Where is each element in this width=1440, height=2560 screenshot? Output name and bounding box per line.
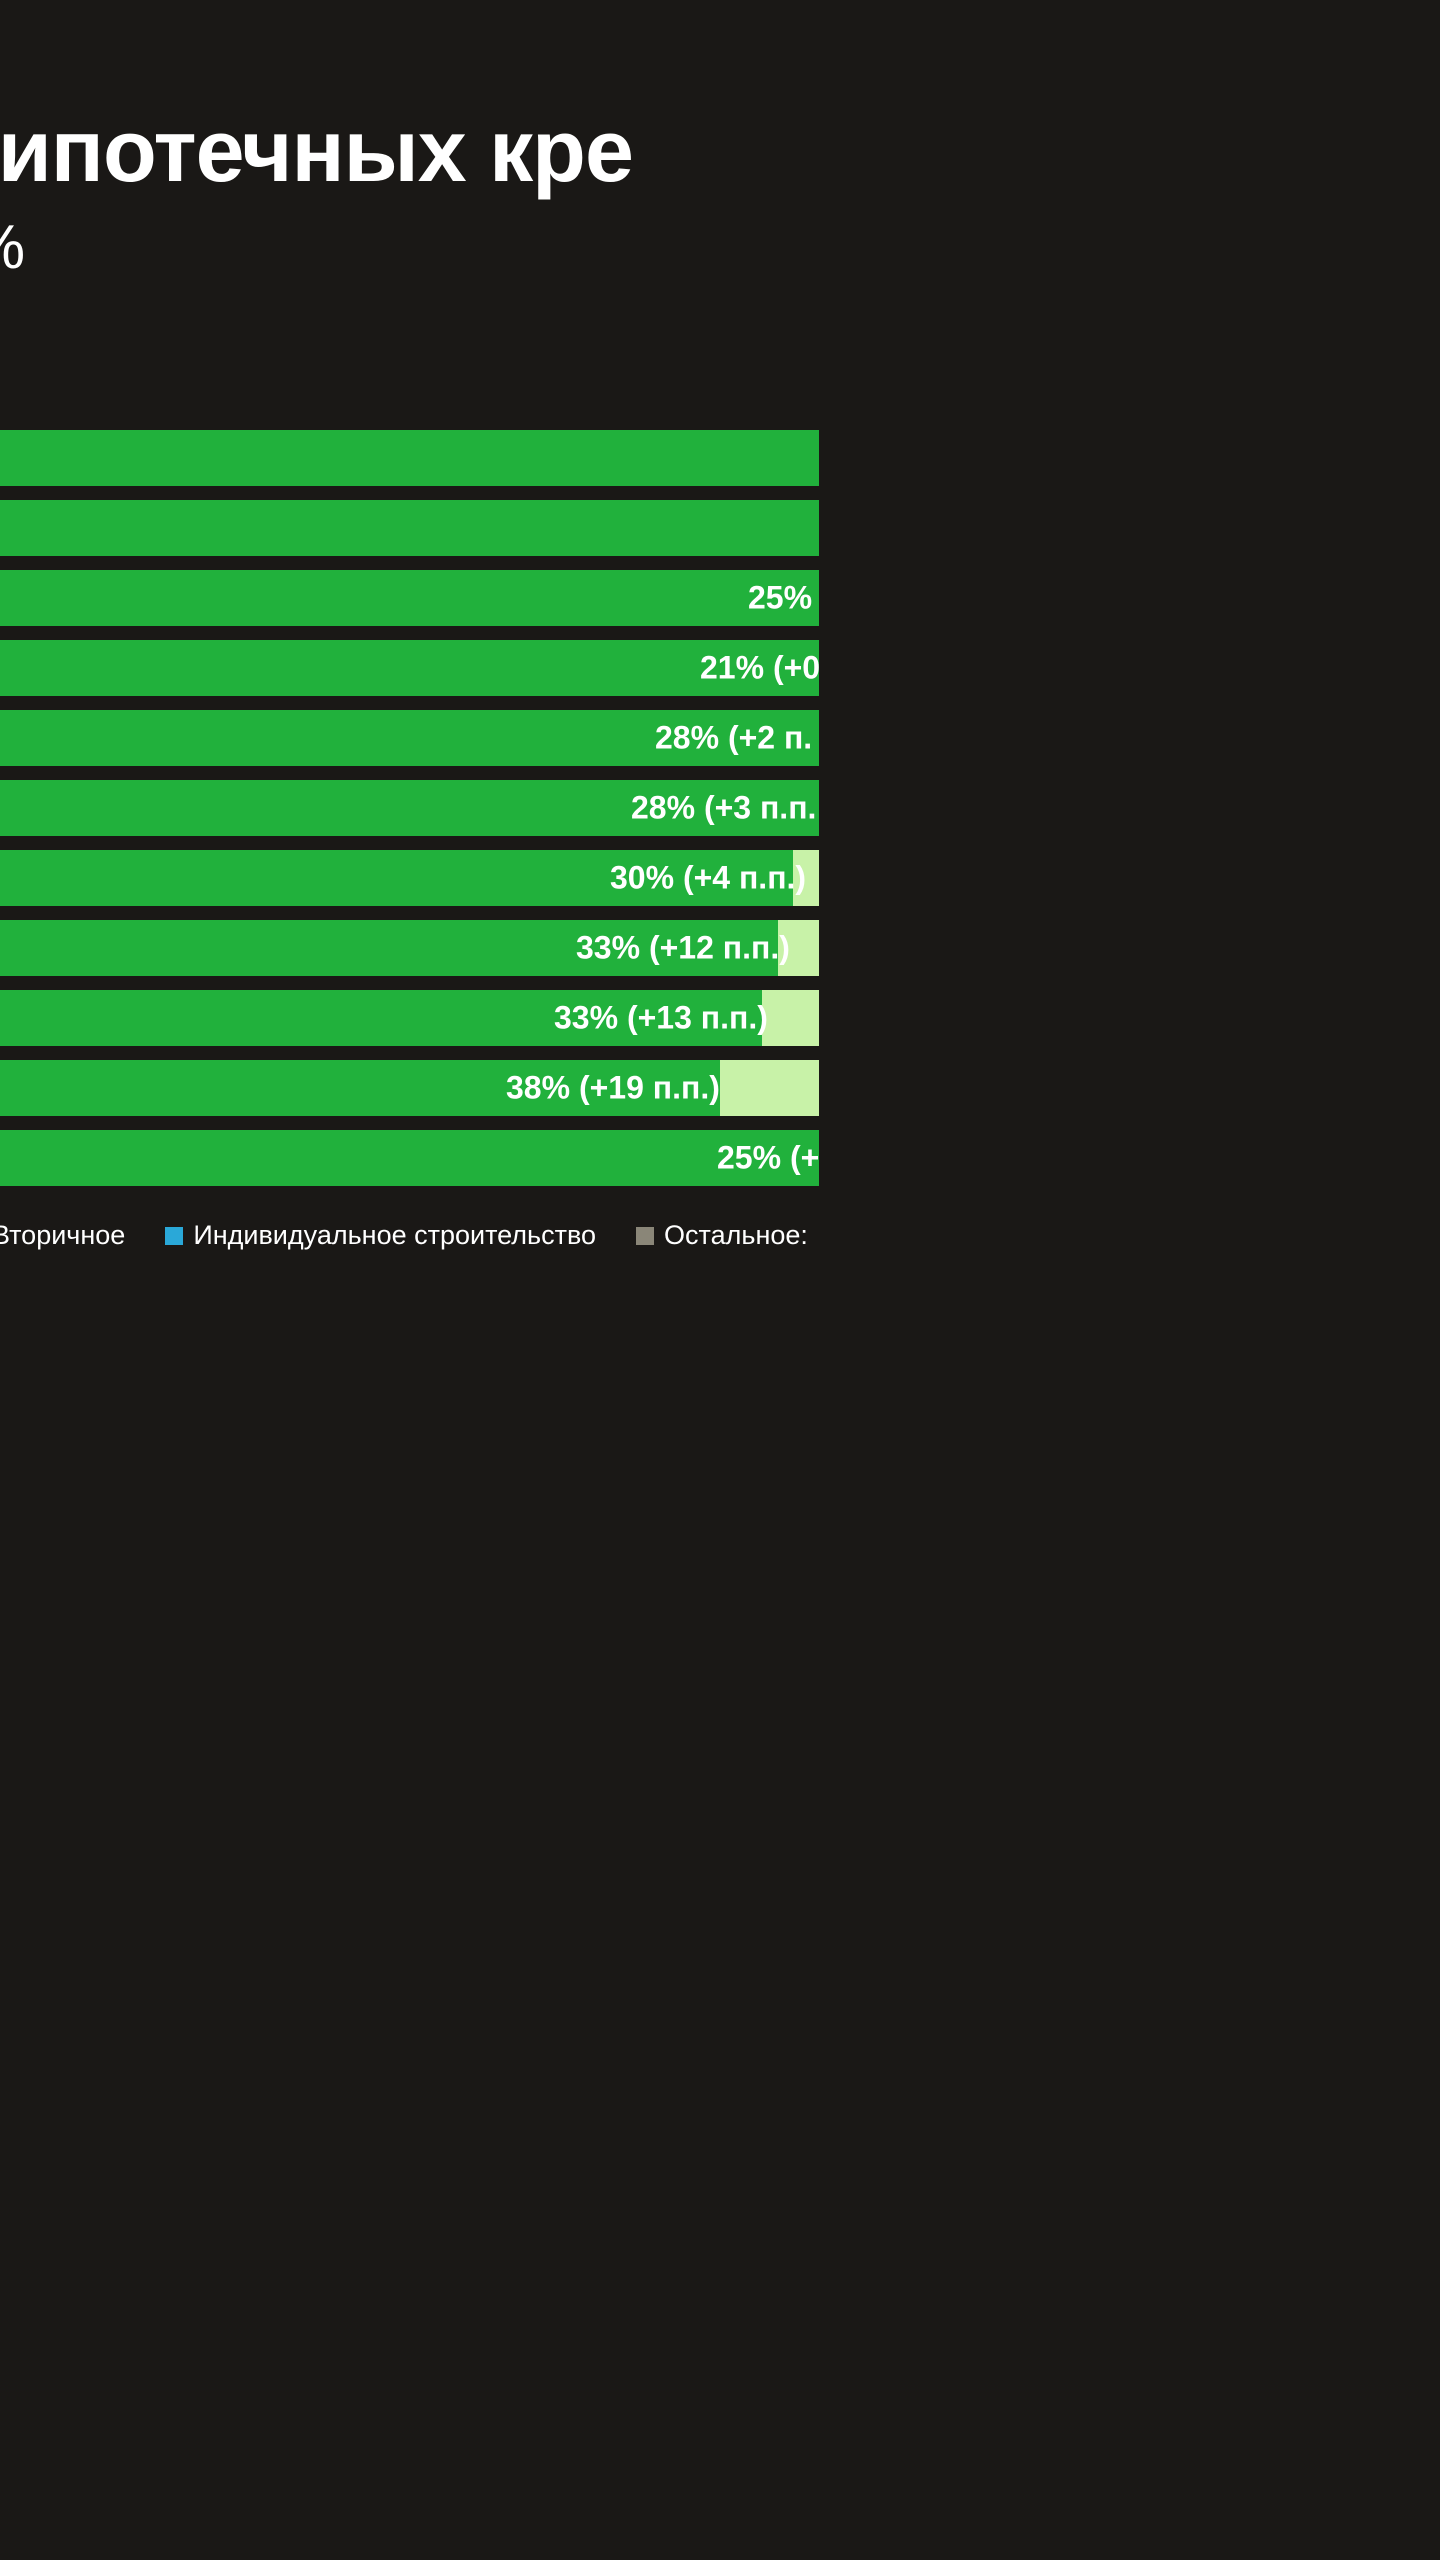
legend-item: Остальное: [636,1220,808,1251]
bar-row: 30% (+4 п.п.) [0,850,819,906]
bar-label: 28% (+3 п.п. [631,790,816,827]
legend-label: Вторичное [0,1220,125,1251]
legend-label: Индивидуальное строительство [193,1220,596,1251]
legend-swatch [165,1227,183,1245]
bar-label: 38% (+19 п.п.) [506,1070,720,1107]
bar-label: 25% [748,580,812,617]
legend: Вторичное Индивидуальное строительство Ост… [0,1220,819,1251]
bar-row: 28% (+3 п.п. [0,780,819,836]
bar-label: 30% (+4 п.п.) [610,860,806,897]
legend-label: Остальное: [664,1220,808,1251]
bar-label: 33% (+13 п.п.) [554,1000,768,1037]
bar-segment-green [0,1130,819,1186]
bar-row: 38% (+19 п.п.) [0,1060,819,1116]
bar-label: 28% (+2 п. [655,720,812,757]
bar-label: 33% (+12 п.п.) [576,930,790,967]
bar-segment-green [0,570,819,626]
bar-chart: 25% 21% (+0 28% (+2 п. 28% (+3 п.п. 30% (+4 … [0,430,819,1200]
legend-swatch [636,1227,654,1245]
bar-segment-light [762,990,819,1046]
bar-segment-green [0,640,819,696]
bar-label: 21% (+0 [700,650,820,687]
bar-row: 33% (+13 п.п.) [0,990,819,1046]
bar-segment-green [0,430,819,486]
bar-segment-green [0,500,819,556]
bar-row: 33% (+12 п.п.) [0,920,819,976]
bar-label: 25% (+ [717,1140,819,1177]
bar-row: 25% [0,570,819,626]
chart-title: ных ипотечных кре [0,100,1000,202]
bar-segment-light [720,1060,819,1116]
chart-subtitle: % [0,212,1000,283]
bar-row: 21% (+0 [0,640,819,696]
bar-row: 25% (+ [0,1130,819,1186]
legend-item: Вторичное [0,1220,125,1251]
bar-row [0,430,819,486]
bar-row: 28% (+2 п. [0,710,819,766]
bar-row [0,500,819,556]
legend-item: Индивидуальное строительство [165,1220,596,1251]
